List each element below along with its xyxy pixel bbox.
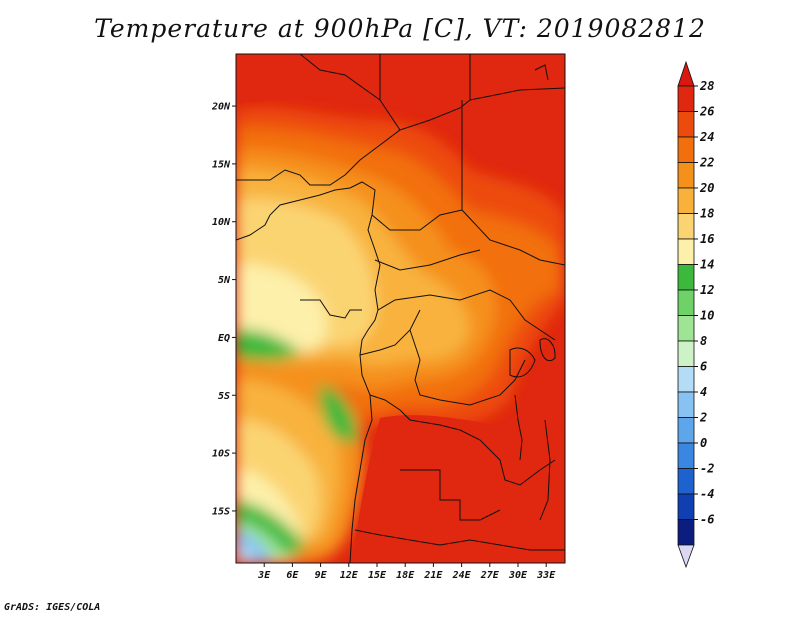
colorbar-label: 10 <box>700 309 714 323</box>
colorbar-label: 8 <box>700 334 707 348</box>
colorbar-top-arrow <box>677 60 695 87</box>
lat-tick-label: 15N <box>212 159 231 170</box>
colorbar-label: 14 <box>700 258 714 272</box>
lat-tick-label: 10N <box>212 217 231 228</box>
colorbar-swatch <box>677 162 695 189</box>
country-borders <box>236 54 565 563</box>
lon-tick-label: 15E <box>368 570 387 581</box>
longitude-axis: 3E 6E 9E 12E 15E 18E 21E 24E 27E 30E 33E <box>257 563 556 581</box>
colorbar-label: 20 <box>699 181 714 195</box>
colorbar-swatch <box>677 340 695 367</box>
colorbar-swatch <box>677 136 695 163</box>
colorbar-swatch <box>677 315 695 342</box>
lat-tick-label: 15S <box>212 506 230 517</box>
colorbar-label: -2 <box>700 462 714 476</box>
colorbar-label: 12 <box>700 283 714 297</box>
lon-tick-label: 6E <box>286 570 299 581</box>
lon-tick-label: 27E <box>480 570 500 581</box>
lat-tick-label: EQ <box>218 333 230 344</box>
colorbar-swatch <box>677 519 695 546</box>
colorbar-swatch <box>677 289 695 316</box>
colorbar-swatch <box>677 468 695 495</box>
colorbar-label: 2 <box>699 411 707 425</box>
latitude-axis: 20N 15N 10N 5N EQ 5S 10S 15S <box>211 102 236 517</box>
colorbar-swatch <box>677 366 695 393</box>
temperature-field <box>236 54 565 563</box>
colorbar-swatch <box>677 442 695 469</box>
lon-tick-label: 30E <box>508 570 528 581</box>
colorbar-swatch <box>677 391 695 418</box>
lat-tick-label: 5S <box>218 391 230 402</box>
colorbar-label: 16 <box>700 232 714 246</box>
colorbar-label: 28 <box>699 79 714 93</box>
colorbar-label: 18 <box>700 207 714 221</box>
colorbar-swatch <box>677 213 695 240</box>
lon-tick-label: 3E <box>257 570 271 581</box>
colorbar-label: 0 <box>700 436 707 450</box>
grads-credit: GrADS: IGES/COLA <box>4 602 101 613</box>
colorbar-label: 26 <box>699 105 714 119</box>
lon-tick-label: 33E <box>536 570 556 581</box>
lat-tick-label: 20N <box>211 102 231 113</box>
map-title: Temperature at 900hPa [C], VT: 201908281… <box>94 14 706 43</box>
colorbar-label: 24 <box>699 130 714 144</box>
lat-tick-label: 5N <box>218 275 231 286</box>
colorbar-bottom-arrow <box>677 544 695 569</box>
colorbar-swatch <box>677 111 695 138</box>
lat-tick-label: 10S <box>212 449 230 460</box>
colorbar-swatch <box>677 264 695 291</box>
lon-tick-label: 12E <box>340 570 359 581</box>
map-frame <box>235 53 566 564</box>
colorbar-label: 6 <box>700 360 707 374</box>
lon-tick-label: 21E <box>423 570 443 581</box>
lon-tick-label: 24E <box>452 570 472 581</box>
colorbar-label: -4 <box>700 487 714 501</box>
colorbar-label: 4 <box>700 385 707 399</box>
colorbar-swatch <box>677 238 695 265</box>
lon-tick-label: 9E <box>315 570 328 581</box>
colorbar-swatch <box>677 417 695 444</box>
colorbar-swatch <box>677 187 695 214</box>
colorbar-swatch <box>677 493 695 520</box>
lon-tick-label: 18E <box>396 570 415 581</box>
colorbar-swatch <box>677 85 695 112</box>
colorbar-label: 22 <box>699 156 714 170</box>
colorbar-label: -6 <box>700 513 714 527</box>
